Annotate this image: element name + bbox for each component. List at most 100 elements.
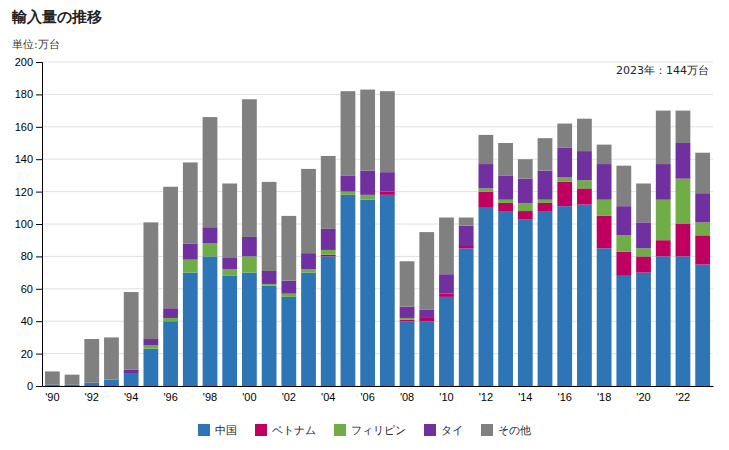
- y-tick-label: 20: [21, 348, 33, 360]
- legend-label: タイ: [441, 424, 463, 437]
- y-tick-label: 60: [21, 283, 33, 295]
- chart: '90'92'94'96'98'00'02'04'06'08'10'12'14'…: [0, 0, 729, 450]
- title: 輸入量の推移: [11, 8, 102, 26]
- grid-line: [42, 224, 713, 225]
- bar: [597, 200, 612, 216]
- plot: '90'92'94'96'98'00'02'04'06'08'10'12'14'…: [15, 56, 714, 403]
- bar: [518, 203, 533, 211]
- bar: [498, 175, 513, 199]
- bar: [143, 339, 158, 345]
- bar: [242, 273, 257, 386]
- bar: [577, 119, 592, 151]
- bar: [203, 117, 218, 227]
- bar: [439, 297, 454, 386]
- x-tick: '92: [85, 391, 99, 403]
- bar: [419, 321, 434, 386]
- bar: [538, 200, 553, 203]
- y-tick: 0: [27, 380, 42, 392]
- bar: [143, 349, 158, 386]
- bar: [478, 135, 493, 164]
- x-tick: '04: [321, 391, 335, 403]
- bar: [557, 206, 572, 386]
- bar: [459, 248, 474, 386]
- bar: [439, 274, 454, 293]
- grid-line: [42, 353, 713, 354]
- bar: [498, 200, 513, 203]
- x-tick-label: '14: [518, 391, 532, 403]
- bar: [124, 292, 139, 370]
- x-tick: '20: [636, 391, 650, 403]
- bar: [459, 245, 474, 248]
- bar: [656, 256, 671, 386]
- y-tick-label: 200: [15, 56, 33, 68]
- y-tick-mark: [36, 94, 42, 95]
- bar: [439, 294, 454, 297]
- x-tick-label: '08: [400, 391, 414, 403]
- bar: [577, 188, 592, 204]
- x-tick-label: '16: [558, 391, 572, 403]
- x-tick: '12: [479, 391, 493, 403]
- bar: [419, 232, 434, 310]
- bar: [281, 216, 296, 281]
- annotation: 2023年：144万台: [616, 64, 709, 77]
- bar: [321, 250, 336, 255]
- bar: [143, 346, 158, 349]
- bar: [400, 307, 415, 318]
- bar: [695, 235, 710, 264]
- bar: [597, 145, 612, 164]
- y-tick-label: 0: [27, 380, 33, 392]
- bar: [656, 200, 671, 241]
- bar: [262, 284, 277, 286]
- x-axis-line: [43, 386, 714, 387]
- bar: [616, 166, 631, 207]
- bar: [478, 208, 493, 386]
- bar: [616, 252, 631, 276]
- bar: [104, 337, 119, 379]
- bar: [281, 281, 296, 294]
- grid-line: [42, 62, 713, 63]
- bar: [65, 384, 80, 386]
- bar: [616, 206, 631, 235]
- series: [45, 90, 710, 385]
- bar: [183, 260, 198, 273]
- x-tick: '22: [676, 391, 690, 403]
- x-tick-label: '90: [45, 391, 59, 403]
- bar: [538, 211, 553, 386]
- bar: [360, 90, 375, 171]
- x-tick: '94: [124, 391, 138, 403]
- legend-swatch: [481, 424, 493, 436]
- bar: [597, 164, 612, 200]
- bar: [400, 318, 415, 320]
- bar: [676, 224, 691, 256]
- y-tick-label: 40: [21, 315, 33, 327]
- bar: [163, 187, 178, 309]
- bar: [124, 373, 139, 386]
- y-tick-label: 120: [15, 186, 33, 198]
- bar: [656, 164, 671, 200]
- bar: [400, 320, 415, 322]
- bar: [222, 269, 237, 275]
- bar: [380, 172, 395, 191]
- x-tick-label: '02: [282, 391, 296, 403]
- bar: [459, 226, 474, 245]
- bar: [538, 171, 553, 200]
- bar: [104, 380, 119, 386]
- bar: [143, 222, 158, 339]
- y-tick-label: 140: [15, 153, 33, 165]
- y-axis-line: [36, 63, 43, 387]
- x-tick-label: '98: [203, 391, 217, 403]
- bar: [262, 286, 277, 386]
- bar: [301, 269, 316, 272]
- x-tick: '16: [558, 391, 572, 403]
- grid-line: [42, 126, 713, 127]
- bar: [676, 111, 691, 143]
- bar: [695, 222, 710, 235]
- bar: [341, 192, 356, 195]
- bar: [419, 318, 434, 321]
- y-tick-mark: [36, 224, 42, 225]
- bar: [498, 211, 513, 386]
- bar: [262, 182, 277, 271]
- series: [45, 195, 710, 386]
- y-tick-mark: [36, 289, 42, 290]
- bar: [656, 240, 671, 256]
